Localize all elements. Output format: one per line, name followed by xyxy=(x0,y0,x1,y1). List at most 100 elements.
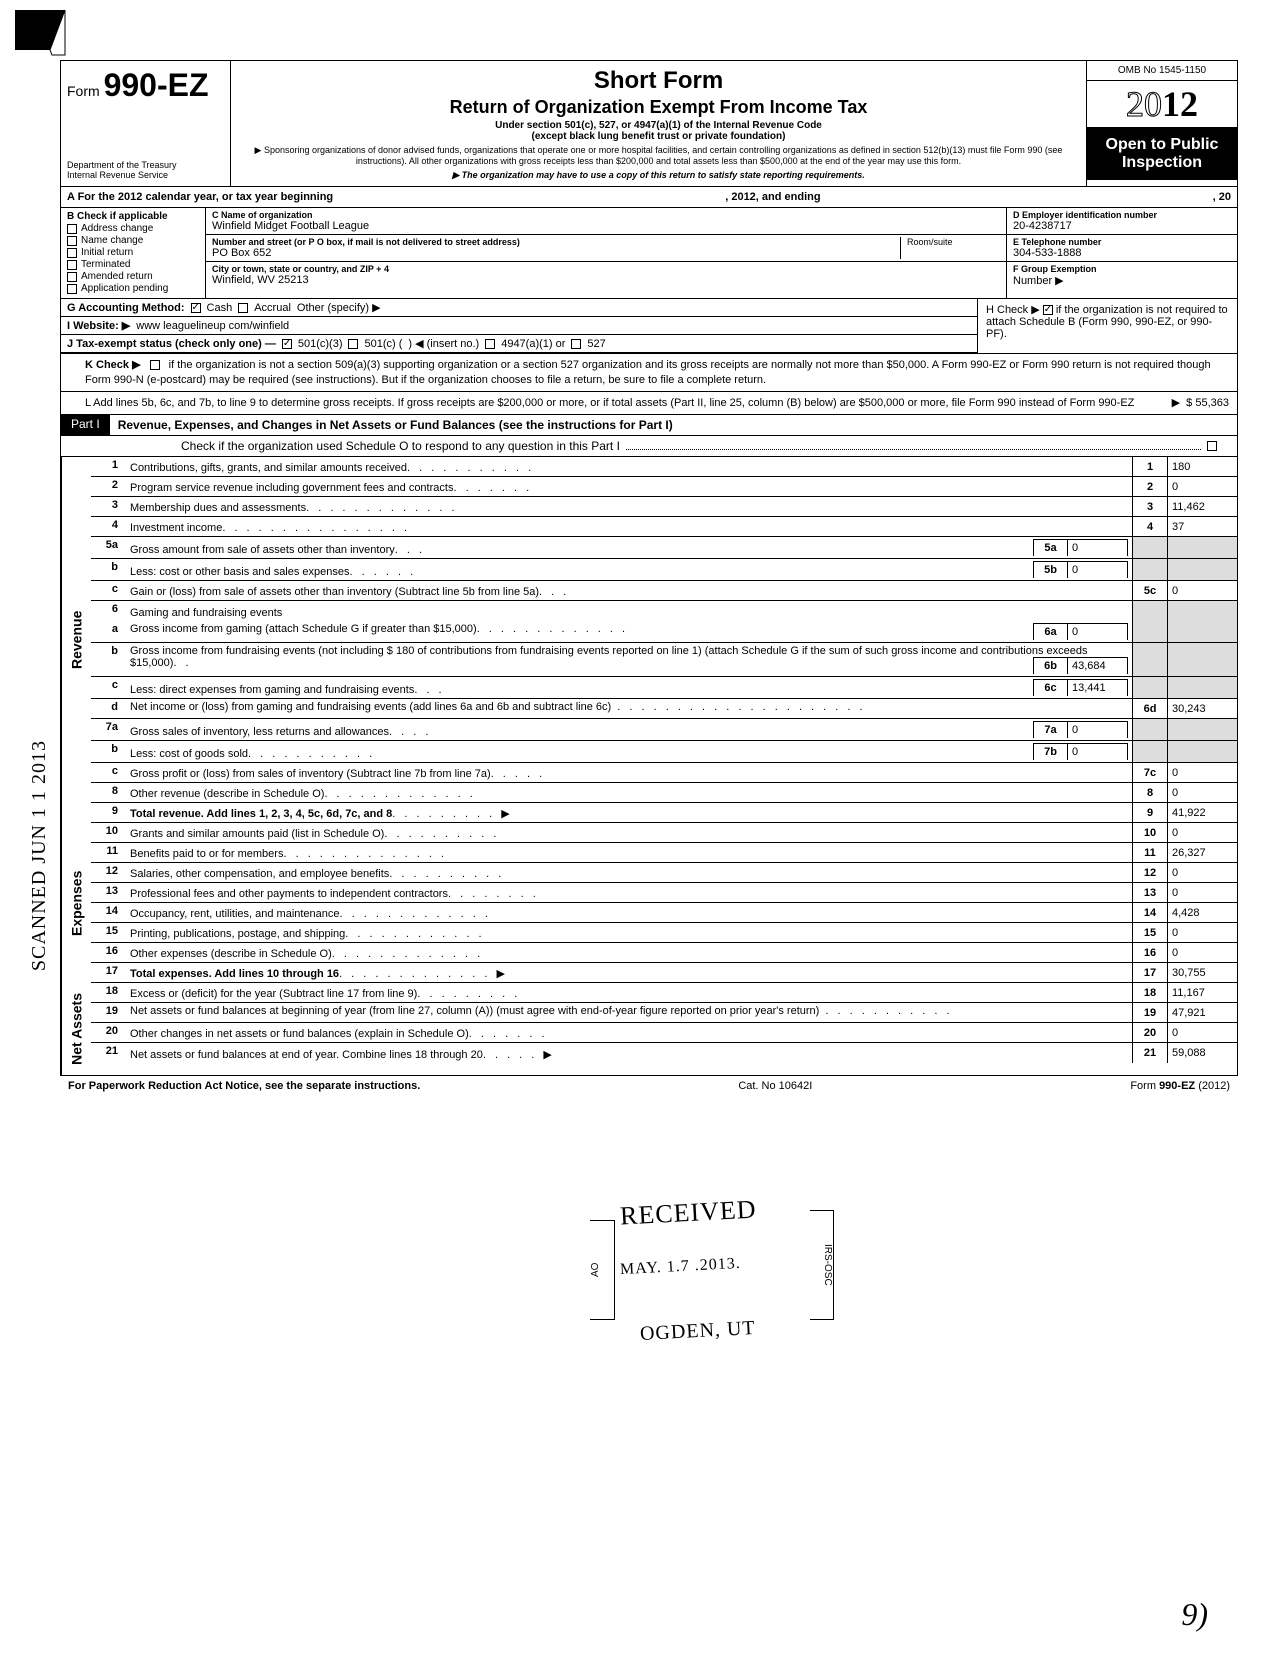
l19-val: 47,921 xyxy=(1167,1003,1237,1022)
l17-val: 30,755 xyxy=(1167,963,1237,982)
chk-k[interactable] xyxy=(150,360,160,370)
form-num: 990-EZ xyxy=(104,67,209,103)
stamp-ao: AO xyxy=(590,1220,615,1320)
stamp-date: MAY. 1.7 .2013. xyxy=(620,1255,742,1279)
footer-left: For Paperwork Reduction Act Notice, see … xyxy=(68,1080,420,1092)
l5c-text: Gain or (loss) from sale of assets other… xyxy=(130,586,539,598)
l5c-val: 0 xyxy=(1167,581,1237,600)
k-text: if the organization is not a section 509… xyxy=(85,359,1211,385)
stamp-received: RECEIVED xyxy=(619,1194,757,1231)
l5a-text: Gross amount from sale of assets other t… xyxy=(130,544,395,556)
header-center: Short Form Return of Organization Exempt… xyxy=(231,61,1087,186)
side-netassets: Net Assets xyxy=(61,983,91,1075)
l7a-text: Gross sales of inventory, less returns a… xyxy=(130,726,389,738)
insp2: Inspection xyxy=(1095,154,1229,172)
c-street-label: Number and street (or P O box, if mail i… xyxy=(212,237,900,247)
l4-text: Investment income xyxy=(130,522,222,534)
l6c-ival: 13,441 xyxy=(1068,679,1128,696)
chk-4947[interactable] xyxy=(485,339,495,349)
l8-val: 0 xyxy=(1167,783,1237,802)
l20-val: 0 xyxy=(1167,1023,1237,1042)
row-a-mid: , 2012, and ending xyxy=(719,187,826,207)
c-room-label: Room/suite xyxy=(900,237,1000,259)
chk-pending[interactable]: Application pending xyxy=(67,283,199,294)
l8-text: Other revenue (describe in Schedule O) xyxy=(130,788,324,800)
insp1: Open to Public xyxy=(1095,136,1229,154)
col-de: D Employer identification number 20-4238… xyxy=(1007,208,1237,298)
copy-note: ▶ The organization may have to use a cop… xyxy=(241,170,1076,181)
col-b: B Check if applicable Address change Nam… xyxy=(61,208,206,298)
part1-check: Check if the organization used Schedule … xyxy=(61,436,1237,457)
chk-501c[interactable] xyxy=(348,339,358,349)
l7c-text: Gross profit or (loss) from sales of inv… xyxy=(130,768,491,780)
f-label2: Number ▶ xyxy=(1013,274,1231,287)
l5b-text: Less: cost or other basis and sales expe… xyxy=(130,566,350,578)
chk-initial[interactable]: Initial return xyxy=(67,247,199,258)
e-row: E Telephone number 304-533-1888 xyxy=(1007,235,1237,262)
title1: Short Form xyxy=(241,67,1076,95)
chk-accrual[interactable] xyxy=(238,303,248,313)
header-left: Form 990-EZ Department of the Treasury I… xyxy=(61,61,231,186)
page-number: 9) xyxy=(1181,1596,1208,1633)
line-l: L Add lines 5b, 6c, and 7b, to line 9 to… xyxy=(61,392,1237,415)
chk-name[interactable]: Name change xyxy=(67,235,199,246)
scanned-stamp: SCANNED JUN 1 1 2013 xyxy=(28,740,51,971)
chk-h[interactable] xyxy=(1043,305,1053,315)
c-city-value: Winfield, WV 25213 xyxy=(212,274,1000,286)
b-header: B Check if applicable xyxy=(67,211,199,222)
l6c-text: Less: direct expenses from gaming and fu… xyxy=(130,684,414,696)
header: Form 990-EZ Department of the Treasury I… xyxy=(61,61,1237,187)
l-amount: $ 55,363 xyxy=(1186,397,1229,409)
l6a-text: Gross income from gaming (attach Schedul… xyxy=(130,623,477,635)
revenue-lines: 1Contributions, gifts, grants, and simil… xyxy=(91,457,1237,823)
l1-val: 180 xyxy=(1167,457,1237,476)
i-label: I Website: ▶ xyxy=(67,319,130,332)
c-city-row: City or town, state or country, and ZIP … xyxy=(206,262,1006,288)
l1-text: Contributions, gifts, grants, and simila… xyxy=(130,462,407,474)
l7c-val: 0 xyxy=(1167,763,1237,782)
l7b-text: Less: cost of goods sold xyxy=(130,748,248,760)
i-value: www leaguelineup com/winfield xyxy=(136,320,289,332)
chk-527[interactable] xyxy=(571,339,581,349)
chk-amended[interactable]: Amended return xyxy=(67,271,199,282)
l3-text: Membership dues and assessments xyxy=(130,502,306,514)
chk-part1[interactable] xyxy=(1207,441,1217,451)
l5a-ival: 0 xyxy=(1068,539,1128,556)
l6b-text: Gross income from fundraising events (no… xyxy=(130,645,1088,669)
l5b-ival: 0 xyxy=(1068,561,1128,578)
c-name-label: C Name of organization xyxy=(212,210,1000,220)
l13-val: 0 xyxy=(1167,883,1237,902)
l16-val: 0 xyxy=(1167,943,1237,962)
c-street-value: PO Box 652 xyxy=(212,247,900,259)
side-revenue: Revenue xyxy=(61,457,91,823)
stamp-irs: IRS-OSC xyxy=(810,1210,834,1320)
year: 2012 xyxy=(1087,81,1237,128)
row-a-end: , 20 xyxy=(1207,187,1237,207)
inspection: Open to Public Inspection xyxy=(1087,128,1237,180)
chk-cash[interactable] xyxy=(191,303,201,313)
form-number: Form 990-EZ xyxy=(67,67,224,104)
part1-label: Part I xyxy=(61,415,110,435)
l9-val: 41,922 xyxy=(1167,803,1237,822)
chk-address[interactable]: Address change xyxy=(67,223,199,234)
part1-check-text: Check if the organization used Schedule … xyxy=(181,439,620,453)
l15-text: Printing, publications, postage, and shi… xyxy=(130,928,345,940)
c-city-label: City or town, state or country, and ZIP … xyxy=(212,264,1000,274)
expenses-table: Expenses 10Grants and similar amounts pa… xyxy=(61,823,1237,983)
footer-right: Form 990-EZ (2012) xyxy=(1130,1080,1230,1092)
d-label: D Employer identification number xyxy=(1013,210,1231,220)
revenue-table: Revenue 1Contributions, gifts, grants, a… xyxy=(61,457,1237,823)
dept-text: Department of the Treasury Internal Reve… xyxy=(67,160,224,180)
l14-text: Occupancy, rent, utilities, and maintena… xyxy=(130,908,340,920)
l21-val: 59,088 xyxy=(1167,1043,1237,1063)
chk-501c3[interactable] xyxy=(282,339,292,349)
part1-title: Revenue, Expenses, and Changes in Net As… xyxy=(110,415,1237,435)
chk-terminated[interactable]: Terminated xyxy=(67,259,199,270)
h-text: H Check ▶ xyxy=(986,304,1040,316)
l7a-ival: 0 xyxy=(1068,721,1128,738)
d-value: 20-4238717 xyxy=(1013,220,1231,232)
netassets-table: Net Assets 18Excess or (deficit) for the… xyxy=(61,983,1237,1075)
subtitle: Under section 501(c), 527, or 4947(a)(1)… xyxy=(241,120,1076,142)
part1-header: Part I Revenue, Expenses, and Changes in… xyxy=(61,415,1237,436)
l16-text: Other expenses (describe in Schedule O) xyxy=(130,948,332,960)
